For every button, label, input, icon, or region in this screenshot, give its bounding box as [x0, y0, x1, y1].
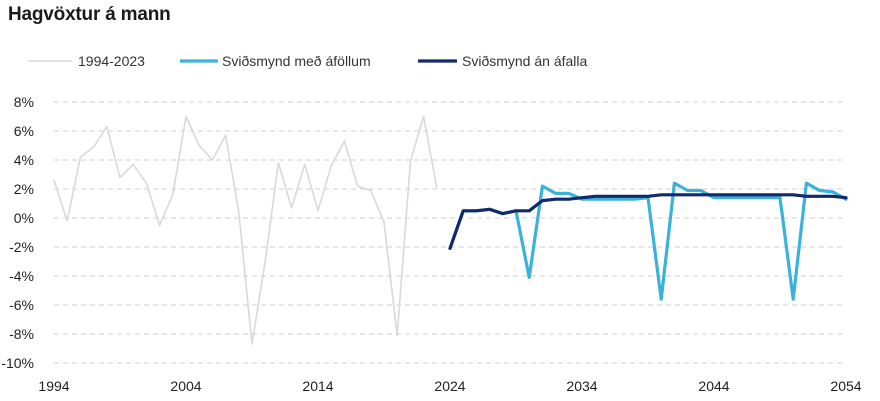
- series-group: [53, 115, 848, 345]
- x-tick-label: 2004: [170, 378, 201, 394]
- legend: 1994-2023 Sviðsmynd með áföllum Sviðsmynd …: [28, 53, 588, 69]
- y-tick-label: -4%: [9, 268, 34, 284]
- x-axis: 1994 2004 2014 2024 2034 2044 2054: [38, 378, 861, 394]
- x-tick-label: 2044: [698, 378, 729, 394]
- y-tick-label: 4%: [14, 152, 34, 168]
- x-tick-label: 2014: [302, 378, 333, 394]
- legend-label: Sviðsmynd með áföllum: [222, 53, 371, 69]
- x-tick-label: 2024: [434, 378, 465, 394]
- y-tick-label: 2%: [14, 181, 34, 197]
- y-tick-label: -2%: [9, 239, 34, 255]
- gridlines: [54, 101, 846, 364]
- series-line-2: [448, 181, 848, 301]
- x-tick-label: 2054: [830, 378, 861, 394]
- y-axis-labels: 8% 6% 4% 2% 0% -2% -4% -6% -8% -10%: [1, 94, 34, 371]
- legend-label: Sviðsmynd án áfalla: [462, 53, 588, 69]
- y-tick-label: 0%: [14, 210, 34, 226]
- series-line-3: [448, 193, 848, 250]
- x-tick-label: 2034: [566, 378, 597, 394]
- y-tick-label: 8%: [14, 94, 34, 110]
- y-tick-label: -10%: [1, 355, 34, 371]
- legend-label: 1994-2023: [78, 53, 145, 69]
- series-line-1: [53, 115, 438, 345]
- chart-title: Hagvöxtur á mann: [8, 4, 171, 25]
- y-tick-label: -6%: [9, 297, 34, 313]
- y-tick-label: -8%: [9, 326, 34, 342]
- y-tick-label: 6%: [14, 123, 34, 139]
- x-tick-label: 1994: [38, 378, 69, 394]
